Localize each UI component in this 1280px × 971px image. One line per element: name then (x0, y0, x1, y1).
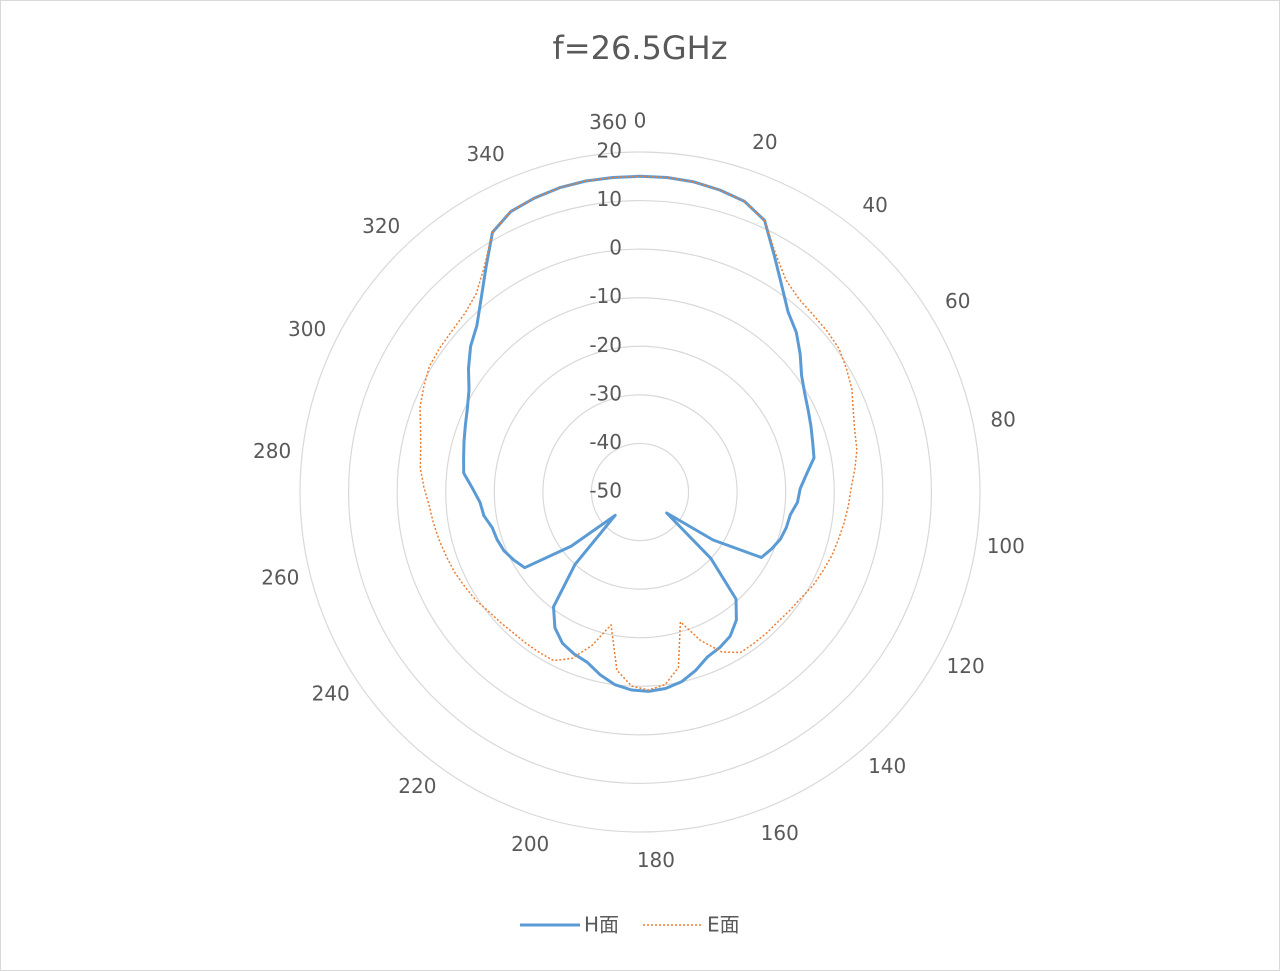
legend-label: H面 (584, 913, 619, 937)
r-tick-label: 20 (597, 139, 622, 163)
angle-label: 20 (752, 130, 777, 154)
series-line (462, 174, 816, 693)
angle-label: 180 (637, 848, 675, 872)
grid-ring (299, 151, 981, 833)
angle-label: 60 (945, 289, 970, 313)
r-tick-label: -30 (589, 381, 622, 405)
angle-label: 100 (987, 534, 1025, 558)
r-tick-label: -40 (589, 430, 622, 454)
angle-label: 220 (398, 774, 436, 798)
angle-label: 280 (253, 439, 291, 463)
grid-ring (396, 248, 884, 736)
r-tick-label: -20 (589, 333, 622, 357)
r-tick-label: -10 (589, 284, 622, 308)
series-line (419, 175, 858, 691)
angle-label: 0 (634, 109, 647, 133)
r-tick-label: -50 (589, 479, 622, 503)
angle-label: 160 (761, 821, 799, 845)
angle-label: 260 (261, 565, 299, 589)
angle-label: 140 (868, 754, 906, 778)
grid-ring (445, 297, 835, 687)
grid-ring (347, 199, 933, 785)
angle-label: 120 (947, 654, 985, 678)
angle-label: 40 (862, 193, 887, 217)
r-tick-label: 0 (609, 236, 622, 260)
angle-label: 240 (312, 682, 350, 706)
grid-ring (590, 442, 690, 542)
angle-label: 360 (589, 110, 627, 134)
grid-ring (542, 394, 738, 590)
angle-label: 300 (288, 317, 326, 341)
chart-title: f=26.5GHz (553, 29, 728, 67)
grid-ring (493, 345, 787, 639)
angle-label: 340 (467, 142, 505, 166)
legend-label: E面 (707, 913, 740, 937)
angle-label: 320 (362, 214, 400, 238)
r-tick-label: 10 (597, 187, 622, 211)
angle-label: 80 (990, 407, 1015, 431)
angle-label: 200 (511, 832, 549, 856)
